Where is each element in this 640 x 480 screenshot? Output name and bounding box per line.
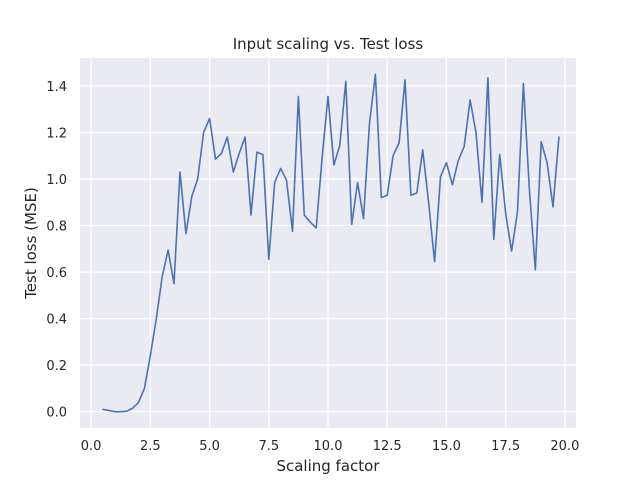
y-tick-label: 0.0 [46,406,67,421]
x-tick-label: 7.5 [258,439,279,454]
chart-title: Input scaling vs. Test loss [233,35,424,53]
y-tick-label: 0.8 [46,220,67,235]
x-tick-label: 10.0 [314,439,343,454]
x-tick-label: 17.5 [491,439,520,454]
y-tick-label: 0.4 [46,313,67,328]
y-axis-title: Test loss (MSE) [22,187,40,300]
x-tick-label: 12.5 [373,439,402,454]
y-tick-label: 1.0 [46,173,67,188]
x-tick-labels: 0.0 2.5 5.0 7.5 10.0 12.5 15.0 17.5 20.0 [81,439,580,454]
series-line [102,73,560,413]
y-tick-label: 1.2 [46,126,67,141]
x-tick-label: 20.0 [550,439,579,454]
x-tick-label: 0.0 [81,439,102,454]
y-tick-label: 0.6 [46,266,67,281]
x-tick-label: 2.5 [140,439,161,454]
x-tick-label: 15.0 [432,439,461,454]
y-tick-label: 0.2 [46,359,67,374]
y-tick-labels: 0.0 0.2 0.4 0.6 0.8 1.0 1.2 1.4 [46,80,67,421]
y-tick-label: 1.4 [46,80,67,95]
y-gridlines [80,85,576,413]
x-tick-label: 5.0 [199,439,220,454]
x-axis-title: Scaling factor [276,457,380,475]
